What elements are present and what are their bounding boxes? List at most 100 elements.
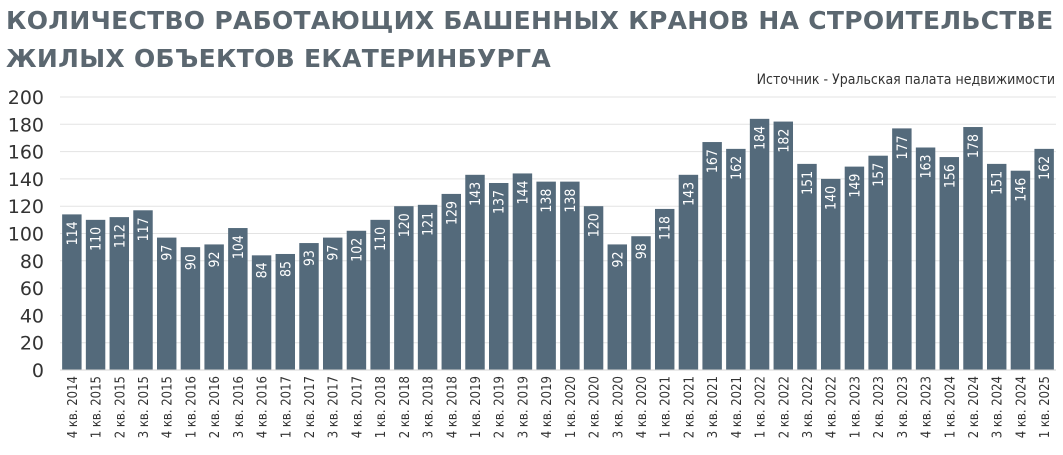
bar-value-label: 85 <box>278 261 294 277</box>
x-tick-label: 4 кв. 2016 <box>256 376 271 438</box>
bar <box>85 219 106 370</box>
bar <box>322 237 343 370</box>
x-tick-label: 4 кв. 2023 <box>920 376 935 438</box>
x-tick-label: 3 кв. 2018 <box>422 376 437 438</box>
bar-value-label: 121 <box>421 212 437 236</box>
bar <box>797 163 817 370</box>
bar <box>441 193 462 370</box>
bar <box>868 155 888 370</box>
bar-value-label: 102 <box>349 238 365 262</box>
x-tick-label: 4 кв. 2017 <box>350 376 365 438</box>
x-tick-label: 1 кв. 2016 <box>184 376 199 438</box>
bar-value-label: 110 <box>89 227 105 251</box>
bar-value-label: 120 <box>587 213 603 237</box>
x-tick-label: 2 кв. 2022 <box>777 376 792 438</box>
x-tick-label: 4 кв. 2014 <box>66 376 81 438</box>
y-axis: 0 20 40 60 80 100 120 140 160 180 200 <box>8 87 44 382</box>
bar-value-label: 117 <box>136 217 152 241</box>
bar-value-labels: 114 110 112 117 97 90 92 104 84 85 93 97 102 110 120 12… <box>65 126 1053 279</box>
x-tick-label: 3 кв. 2019 <box>516 376 531 438</box>
y-tick-label: 180 <box>8 114 44 136</box>
bar-value-label: 178 <box>966 134 982 158</box>
bar-value-label: 146 <box>1013 178 1029 202</box>
bar <box>773 121 794 370</box>
bar <box>251 255 272 370</box>
bar <box>133 210 153 370</box>
bar <box>536 181 556 370</box>
bar <box>204 244 224 370</box>
bar <box>963 127 983 370</box>
bar-value-label: 138 <box>563 189 579 213</box>
y-tick-label: 160 <box>8 142 44 164</box>
x-tick-label: 1 кв. 2017 <box>279 376 294 438</box>
bar-value-label: 143 <box>468 182 484 206</box>
bar <box>180 247 201 370</box>
bar <box>607 244 628 370</box>
x-tick-label: 1 кв. 2024 <box>943 376 958 438</box>
bar <box>1034 148 1054 370</box>
bar <box>417 204 438 370</box>
x-tick-label: 1 кв. 2018 <box>374 376 389 438</box>
chart-bars <box>62 118 1054 370</box>
bar <box>560 181 580 370</box>
bar-value-label: 162 <box>729 156 745 180</box>
bar <box>275 253 296 370</box>
bar-value-label: 140 <box>824 186 840 210</box>
x-tick-label: 4 кв. 2024 <box>1014 376 1029 438</box>
x-tick-label: 3 кв. 2021 <box>706 376 721 438</box>
bar <box>654 208 675 370</box>
y-tick-label: 140 <box>8 169 44 191</box>
bar <box>512 173 533 370</box>
bar-value-label: 137 <box>492 190 508 214</box>
x-tick-label: 2 кв. 2017 <box>303 376 318 438</box>
bar-value-label: 138 <box>539 189 555 213</box>
x-tick-label: 2 кв. 2023 <box>872 376 887 438</box>
bar-value-label: 182 <box>776 129 792 153</box>
x-tick-label: 4 кв. 2018 <box>445 376 460 438</box>
bar-value-label: 112 <box>112 224 128 248</box>
chart-source-note: Источник - Уральская палата недвижимости <box>756 72 1055 88</box>
bar <box>228 228 248 370</box>
bar-value-label: 163 <box>919 155 935 179</box>
x-tick-label: 4 кв. 2021 <box>730 376 745 438</box>
bar <box>844 166 865 370</box>
bar-value-label: 84 <box>255 262 271 278</box>
bar-value-label: 118 <box>658 216 674 240</box>
bar <box>892 128 912 370</box>
bar-value-label: 92 <box>207 251 223 267</box>
bar <box>631 236 651 370</box>
y-tick-label: 20 <box>20 333 44 355</box>
bar-value-label: 162 <box>1037 156 1053 180</box>
x-tick-label: 4 кв. 2015 <box>161 376 176 438</box>
bar <box>488 182 509 370</box>
bar <box>299 243 319 370</box>
x-tick-label: 3 кв. 2020 <box>611 376 626 438</box>
x-tick-label: 4 кв. 2020 <box>635 376 650 438</box>
bar-value-label: 149 <box>847 174 863 198</box>
bar-value-label: 114 <box>65 221 81 245</box>
y-tick-label: 200 <box>8 87 44 109</box>
x-tick-label: 2 кв. 2019 <box>493 376 508 438</box>
bar-value-label: 167 <box>705 149 721 173</box>
bar-value-label: 93 <box>302 250 318 266</box>
chart-title-line-1: КОЛИЧЕСТВО РАБОТАЮЩИХ БАШЕННЫХ КРАНОВ НА… <box>6 6 1054 35</box>
bar-value-label: 90 <box>183 254 199 270</box>
bar-value-label: 177 <box>895 135 911 159</box>
x-tick-label: 1 кв. 2021 <box>659 376 674 438</box>
chart-title-line-2: ЖИЛЫХ ОБЪЕКТОВ ЕКАТЕРИНБУРГА <box>6 44 552 73</box>
bar-value-label: 151 <box>990 171 1006 195</box>
bar <box>62 214 82 370</box>
x-axis: 4 кв. 2014 1 кв. 2015 2 кв. 2015 3 кв. 2015… <box>60 369 1056 438</box>
chart-title: КОЛИЧЕСТВО РАБОТАЮЩИХ БАШЕННЫХ КРАНОВ НА… <box>6 2 1054 78</box>
bar-value-label: 144 <box>515 180 531 204</box>
bar-value-label: 143 <box>681 182 697 206</box>
bar <box>726 148 746 370</box>
chart-gridlines <box>60 96 1056 344</box>
bar-value-label: 97 <box>160 245 176 261</box>
bar-value-label: 157 <box>871 163 887 187</box>
x-tick-label: 3 кв. 2017 <box>327 376 342 438</box>
bar-value-label: 156 <box>942 164 958 188</box>
x-tick-label: 3 кв. 2015 <box>137 376 152 438</box>
x-tick-label: 1 кв. 2019 <box>469 376 484 438</box>
